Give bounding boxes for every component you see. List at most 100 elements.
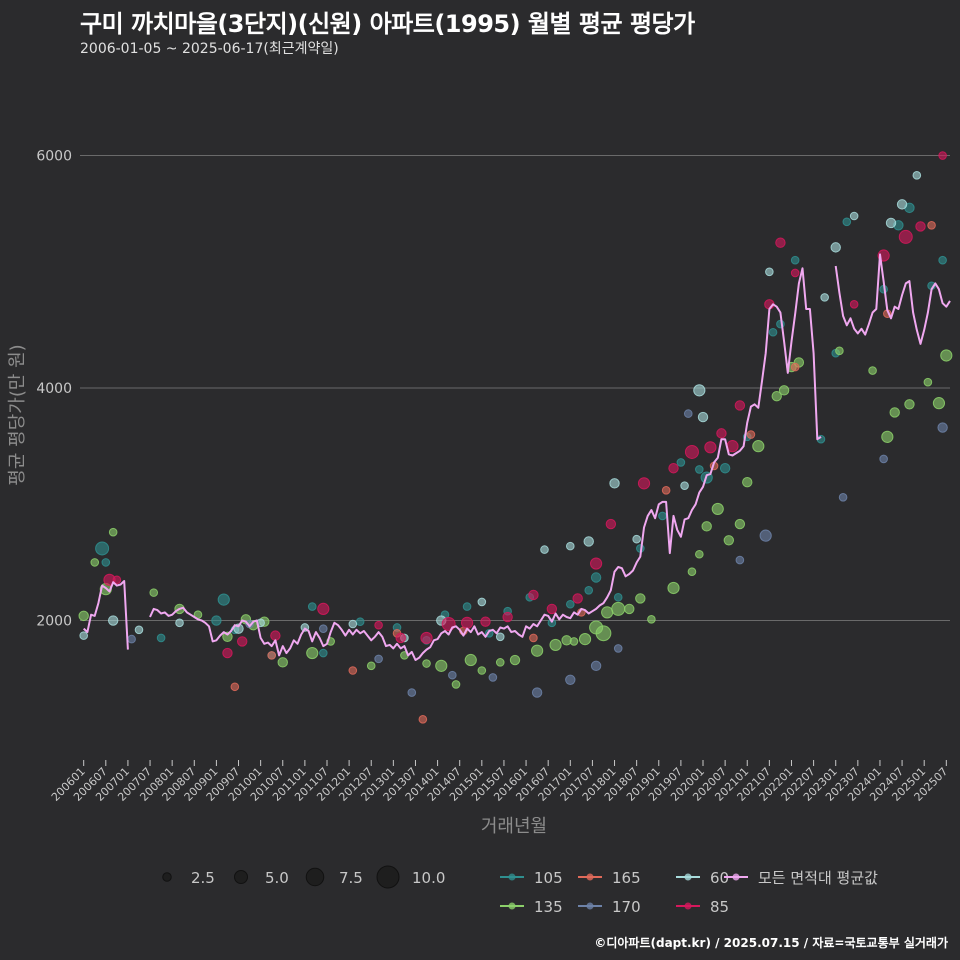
legend-label-avg: 모든 면적대 평균값: [758, 869, 878, 887]
point-85: [898, 229, 913, 244]
legend-size-label: 5.0: [265, 869, 289, 887]
point-135: [149, 588, 159, 597]
point-135: [647, 615, 656, 624]
point-135: [778, 385, 790, 396]
point-60: [830, 242, 841, 253]
point-135: [611, 601, 626, 616]
point-135: [451, 680, 461, 689]
point-135: [531, 644, 544, 657]
point-85: [605, 518, 617, 530]
legend-size-marker: [305, 867, 325, 887]
point-60: [565, 541, 575, 551]
point-135: [569, 637, 579, 646]
point-135: [932, 397, 946, 410]
point-170: [127, 634, 136, 644]
point-170: [448, 670, 457, 680]
point-135: [222, 631, 233, 642]
point-170: [374, 654, 383, 664]
point-135: [366, 661, 376, 671]
point-60: [632, 534, 641, 544]
point-85: [590, 557, 603, 570]
point-135: [435, 659, 448, 672]
point-135: [701, 521, 712, 532]
point-60: [477, 597, 487, 607]
point-105: [156, 633, 166, 643]
point-105: [613, 592, 623, 602]
point-105: [95, 541, 110, 556]
legend-dot-170: [586, 902, 594, 910]
point-135: [868, 366, 877, 375]
point-105: [462, 602, 472, 611]
y-tick-label: 4000: [36, 381, 72, 397]
legend-size-label: 2.5: [191, 869, 215, 887]
point-85: [684, 444, 699, 459]
point-170: [590, 660, 602, 672]
legend-size-marker: [376, 865, 400, 889]
point-105: [547, 618, 557, 628]
point-105: [355, 617, 365, 626]
point-85: [395, 632, 406, 644]
point-165: [348, 666, 358, 675]
point-135: [277, 657, 288, 668]
point-60: [79, 631, 88, 640]
point-170: [759, 529, 772, 542]
point-60: [896, 199, 908, 210]
point-85: [222, 647, 233, 659]
point-135: [667, 581, 680, 595]
point-105: [695, 465, 704, 474]
legend-size-label: 10.0: [412, 869, 445, 887]
point-60: [609, 478, 620, 489]
point-135: [578, 633, 592, 646]
point-85: [668, 463, 679, 474]
average-line: [149, 267, 822, 661]
point-105: [938, 255, 947, 265]
point-165: [230, 682, 240, 692]
point-135: [734, 518, 746, 530]
point-135: [422, 659, 431, 668]
point-60: [107, 615, 119, 626]
point-135: [624, 603, 635, 615]
point-60: [849, 211, 859, 221]
y-axis: 2000 4000 6000: [36, 149, 72, 630]
point-60: [885, 217, 897, 229]
legend-label-165: 165: [612, 869, 641, 887]
x-axis-title: 거래년월: [481, 816, 547, 837]
point-85: [849, 300, 859, 309]
point-135: [904, 399, 915, 410]
point-165: [927, 220, 936, 230]
point-135: [464, 653, 477, 667]
point-170: [407, 688, 417, 697]
legend-label-60: 60: [710, 869, 729, 887]
point-105: [565, 599, 575, 609]
point-105: [719, 463, 731, 474]
point-85: [237, 636, 248, 647]
average-line: [834, 253, 951, 345]
chart-subtitle: 2006-01-05 ~ 2025-06-17(최근계약일): [80, 41, 339, 57]
point-165: [267, 651, 276, 660]
point-135: [835, 346, 844, 356]
average-line-layer: [83, 253, 951, 661]
legend-size-marker: [162, 872, 172, 882]
point-85: [704, 441, 717, 454]
point-60: [540, 545, 549, 554]
point-85: [775, 237, 786, 248]
point-105: [101, 558, 111, 567]
point-105: [590, 572, 602, 583]
point-85: [460, 616, 474, 629]
legend-dot-135: [508, 902, 516, 910]
point-60: [175, 618, 184, 628]
point-135: [771, 390, 782, 402]
point-85: [480, 616, 491, 627]
legend-dot-avg: [732, 873, 740, 881]
y-axis-title: 평균 평당가(만 원): [7, 344, 28, 485]
legend-dot-60: [684, 873, 692, 881]
point-105: [658, 511, 667, 521]
legend-label-105: 105: [534, 869, 563, 887]
point-135: [923, 377, 933, 387]
point-105: [217, 593, 230, 606]
point-135: [549, 638, 562, 652]
point-60: [693, 384, 706, 397]
legend-size-label: 7.5: [339, 869, 363, 887]
legend-size-marker: [234, 870, 248, 884]
